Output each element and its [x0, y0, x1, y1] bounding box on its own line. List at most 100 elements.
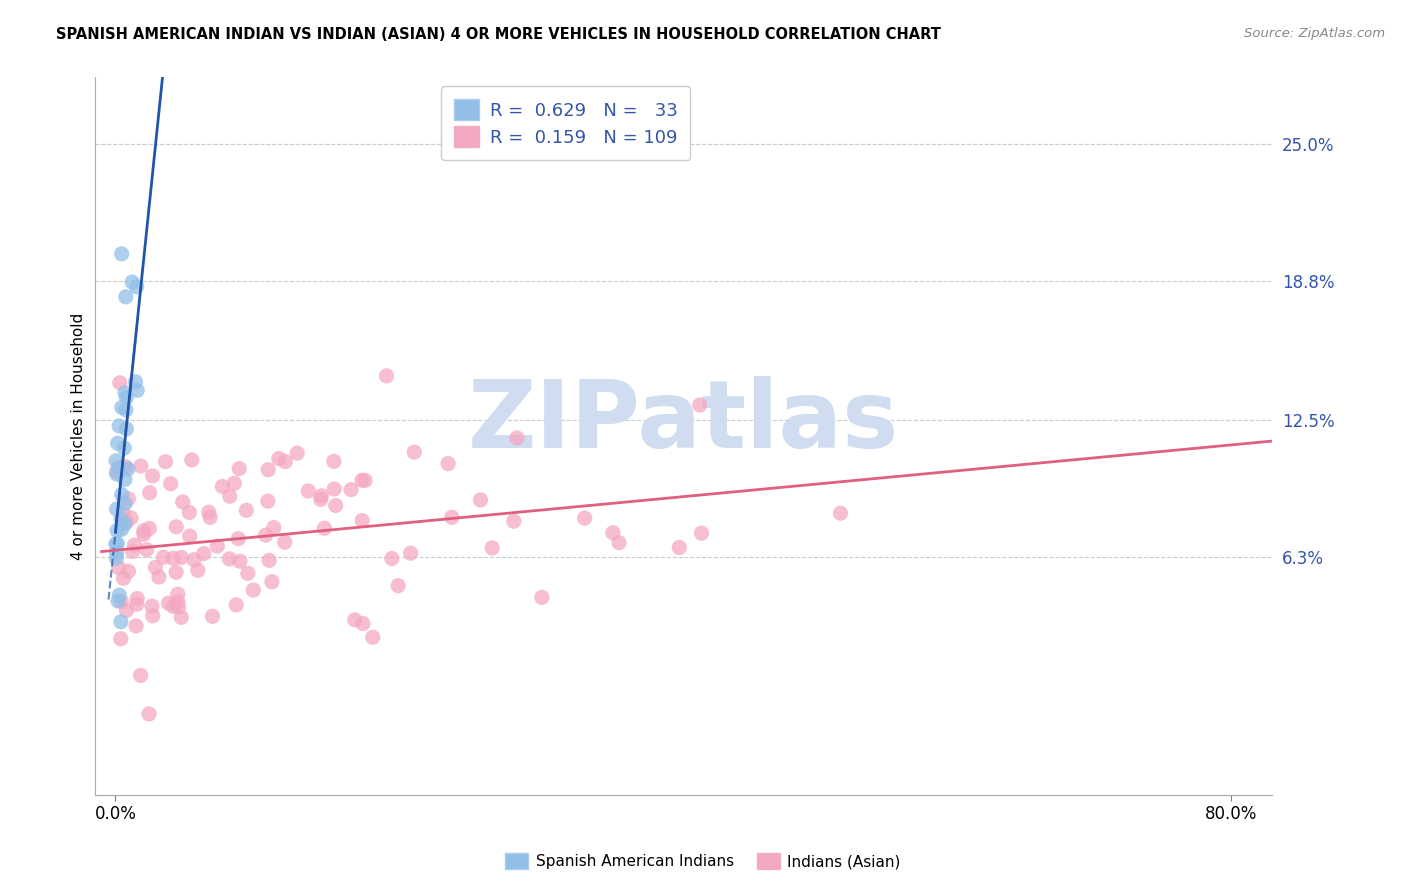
Point	[121, 544, 143, 558]
Point	[125, 619, 148, 633]
Point	[689, 398, 711, 412]
Point	[129, 668, 152, 682]
Point	[236, 566, 259, 581]
Point	[257, 494, 280, 508]
Point	[110, 632, 132, 646]
Point	[343, 613, 366, 627]
Point	[170, 610, 193, 624]
Y-axis label: 4 or more Vehicles in Household: 4 or more Vehicles in Household	[72, 312, 86, 560]
Point	[115, 515, 138, 529]
Point	[225, 598, 247, 612]
Text: Source: ZipAtlas.com: Source: ZipAtlas.com	[1244, 27, 1385, 40]
Point	[114, 459, 136, 474]
Point	[167, 595, 190, 609]
Point	[105, 502, 128, 516]
Point	[145, 560, 167, 574]
Point	[224, 476, 246, 491]
Point	[437, 457, 460, 471]
Point	[125, 597, 148, 611]
Point	[114, 385, 136, 400]
Point	[132, 524, 155, 538]
Point	[254, 528, 277, 542]
Point	[121, 275, 143, 289]
Point	[165, 566, 187, 580]
Point	[162, 599, 184, 614]
Point	[263, 520, 285, 534]
Point	[166, 587, 188, 601]
Point	[152, 550, 174, 565]
Point	[129, 458, 152, 473]
Point	[107, 436, 129, 450]
Point	[207, 539, 229, 553]
Point	[135, 542, 157, 557]
Point	[352, 616, 374, 631]
Point	[226, 532, 249, 546]
Point	[111, 401, 134, 415]
Point	[104, 454, 127, 468]
Point	[138, 521, 160, 535]
Point	[107, 594, 129, 608]
Point	[127, 384, 149, 398]
Point	[180, 453, 202, 467]
Point	[141, 599, 163, 614]
Point	[602, 525, 624, 540]
Point	[105, 551, 128, 566]
Point	[115, 391, 138, 405]
Point	[138, 706, 160, 721]
Point	[105, 524, 128, 538]
Point	[112, 441, 135, 455]
Point	[157, 596, 180, 610]
Point	[155, 455, 177, 469]
Point	[167, 600, 190, 615]
Point	[274, 455, 297, 469]
Point	[375, 368, 398, 383]
Point	[387, 579, 409, 593]
Point	[218, 552, 240, 566]
Point	[352, 514, 374, 528]
Point	[112, 506, 135, 520]
Point	[260, 574, 283, 589]
Point	[506, 431, 529, 445]
Point	[159, 476, 181, 491]
Point	[124, 375, 146, 389]
Point	[132, 527, 155, 541]
Point	[115, 603, 138, 617]
Point	[110, 615, 132, 629]
Point	[690, 526, 713, 541]
Point	[105, 467, 128, 482]
Point	[502, 514, 524, 528]
Legend: R =  0.629   N =   33, R =  0.159   N = 109: R = 0.629 N = 33, R = 0.159 N = 109	[441, 87, 690, 160]
Point	[481, 541, 503, 555]
Point	[108, 561, 131, 575]
Point	[179, 506, 201, 520]
Point	[242, 583, 264, 598]
Point	[162, 551, 184, 566]
Point	[322, 454, 344, 468]
Point	[218, 489, 240, 503]
Point	[165, 520, 187, 534]
Point	[117, 564, 139, 578]
Point	[285, 446, 308, 460]
Point	[110, 512, 132, 526]
Point	[530, 591, 553, 605]
Point	[115, 402, 138, 417]
Point	[108, 376, 131, 390]
Point	[440, 510, 463, 524]
Point	[114, 516, 136, 531]
Point	[105, 536, 128, 550]
Point	[340, 483, 363, 497]
Point	[273, 535, 295, 549]
Point	[235, 503, 257, 517]
Point	[201, 609, 224, 624]
Point	[257, 553, 280, 567]
Point	[668, 541, 690, 555]
Text: SPANISH AMERICAN INDIAN VS INDIAN (ASIAN) 4 OR MORE VEHICLES IN HOUSEHOLD CORREL: SPANISH AMERICAN INDIAN VS INDIAN (ASIAN…	[56, 27, 941, 42]
Point	[198, 510, 221, 524]
Point	[381, 551, 404, 566]
Point	[229, 554, 252, 568]
Point	[114, 497, 136, 511]
Point	[105, 465, 128, 479]
Point	[108, 419, 131, 434]
Point	[170, 550, 193, 565]
Point	[148, 570, 170, 584]
